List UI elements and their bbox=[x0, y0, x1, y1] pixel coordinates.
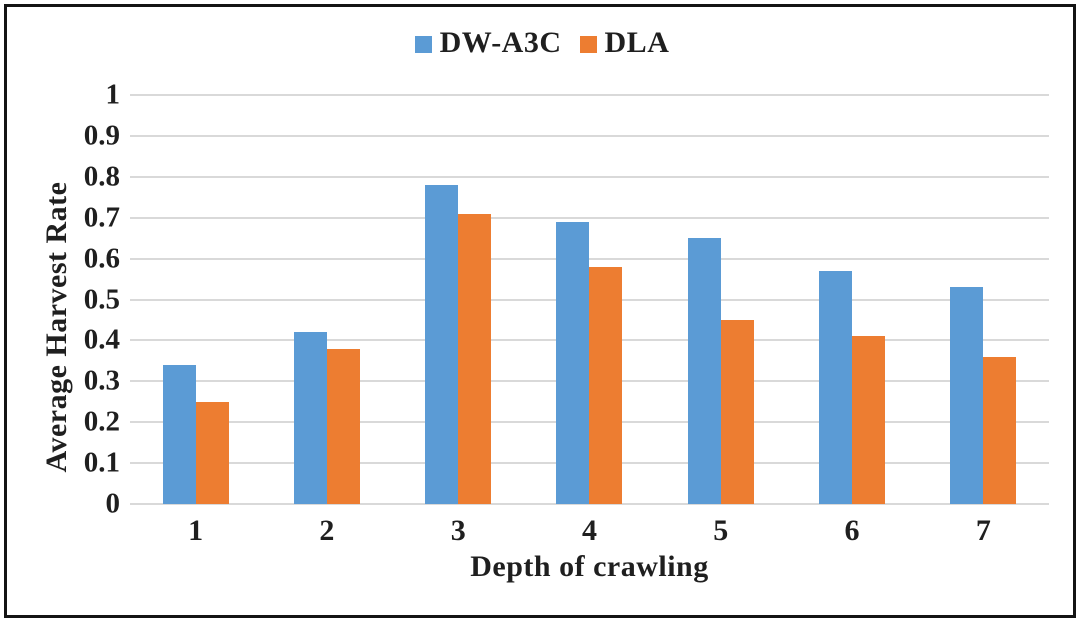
legend-label-dla: DLA bbox=[604, 26, 670, 59]
y-tick-label-0.3: 0.3 bbox=[83, 364, 120, 397]
x-tick-label-3: 3 bbox=[450, 514, 466, 547]
plot-area bbox=[130, 94, 1049, 505]
x-axis-title: Depth of crawling bbox=[470, 550, 709, 583]
bar-dla-depth-7 bbox=[983, 356, 1017, 504]
y-tick-label-0.9: 0.9 bbox=[83, 119, 120, 152]
bar-dw-a3c-depth-4 bbox=[556, 221, 590, 504]
bar-group-depth-7 bbox=[918, 95, 1049, 504]
bar-dla-depth-1 bbox=[195, 401, 229, 504]
bar-group-depth-3 bbox=[393, 95, 524, 504]
bar-dla-depth-5 bbox=[720, 319, 754, 504]
x-axis-tick-labels: 1 2 3 4 5 6 7 bbox=[130, 514, 1049, 548]
gridline-0.6 bbox=[130, 257, 1049, 260]
bar-dw-a3c-depth-2 bbox=[293, 332, 327, 504]
y-tick-label-0.8: 0.8 bbox=[83, 160, 120, 193]
x-tick-label-2: 2 bbox=[319, 514, 335, 547]
bar-dla-depth-6 bbox=[852, 336, 886, 504]
bar-group-depth-2 bbox=[261, 95, 392, 504]
bar-dla-depth-4 bbox=[589, 266, 623, 504]
x-tick-label-5: 5 bbox=[713, 514, 729, 547]
bar-dla-depth-3 bbox=[458, 213, 492, 504]
bar-groups bbox=[130, 95, 1049, 504]
bar-group-depth-6 bbox=[786, 95, 917, 504]
bar-group-depth-1 bbox=[130, 95, 261, 504]
bar-dla-depth-2 bbox=[326, 348, 360, 504]
legend: DW-A3C DLA bbox=[0, 26, 1084, 60]
gridline-0.7 bbox=[130, 216, 1049, 219]
y-tick-label-0.1: 0.1 bbox=[83, 446, 120, 479]
y-tick-label-0.6: 0.6 bbox=[83, 242, 120, 275]
bar-dw-a3c-depth-5 bbox=[687, 238, 721, 504]
legend-swatch-dw-a3c-icon bbox=[414, 35, 432, 53]
legend-label-dw-a3c: DW-A3C bbox=[439, 26, 562, 59]
x-tick-label-4: 4 bbox=[581, 514, 597, 547]
y-tick-label-0: 0 bbox=[105, 487, 121, 520]
bar-dw-a3c-depth-6 bbox=[819, 270, 853, 504]
legend-item-dw-a3c: DW-A3C bbox=[414, 26, 562, 60]
x-tick-label-1: 1 bbox=[188, 514, 204, 547]
legend-item-dla: DLA bbox=[579, 26, 670, 60]
y-tick-label-0.5: 0.5 bbox=[83, 283, 120, 315]
y-tick-label-0.7: 0.7 bbox=[83, 201, 120, 234]
x-tick-label-6: 6 bbox=[844, 514, 860, 547]
y-tick-label-0.4: 0.4 bbox=[83, 323, 120, 356]
bar-group-depth-4 bbox=[524, 95, 655, 504]
gridline-1 bbox=[130, 94, 1049, 96]
bar-group-depth-5 bbox=[655, 95, 786, 504]
y-tick-label-0.2: 0.2 bbox=[83, 405, 120, 438]
gridline-0 bbox=[130, 503, 1049, 505]
bar-dw-a3c-depth-7 bbox=[950, 287, 984, 504]
gridline-0.8 bbox=[130, 175, 1049, 178]
gridline-0.9 bbox=[130, 134, 1049, 137]
bar-dw-a3c-depth-1 bbox=[162, 364, 196, 504]
legend-swatch-dla-icon bbox=[579, 35, 597, 53]
y-axis-tick-labels: 1 0.9 0.8 0.7 0.6 0.5 0.4 0.3 0.2 0.1 0 bbox=[38, 80, 120, 518]
bar-dw-a3c-depth-3 bbox=[425, 184, 459, 504]
y-tick-label-1: 1 bbox=[105, 78, 121, 111]
x-tick-label-7: 7 bbox=[975, 514, 991, 547]
